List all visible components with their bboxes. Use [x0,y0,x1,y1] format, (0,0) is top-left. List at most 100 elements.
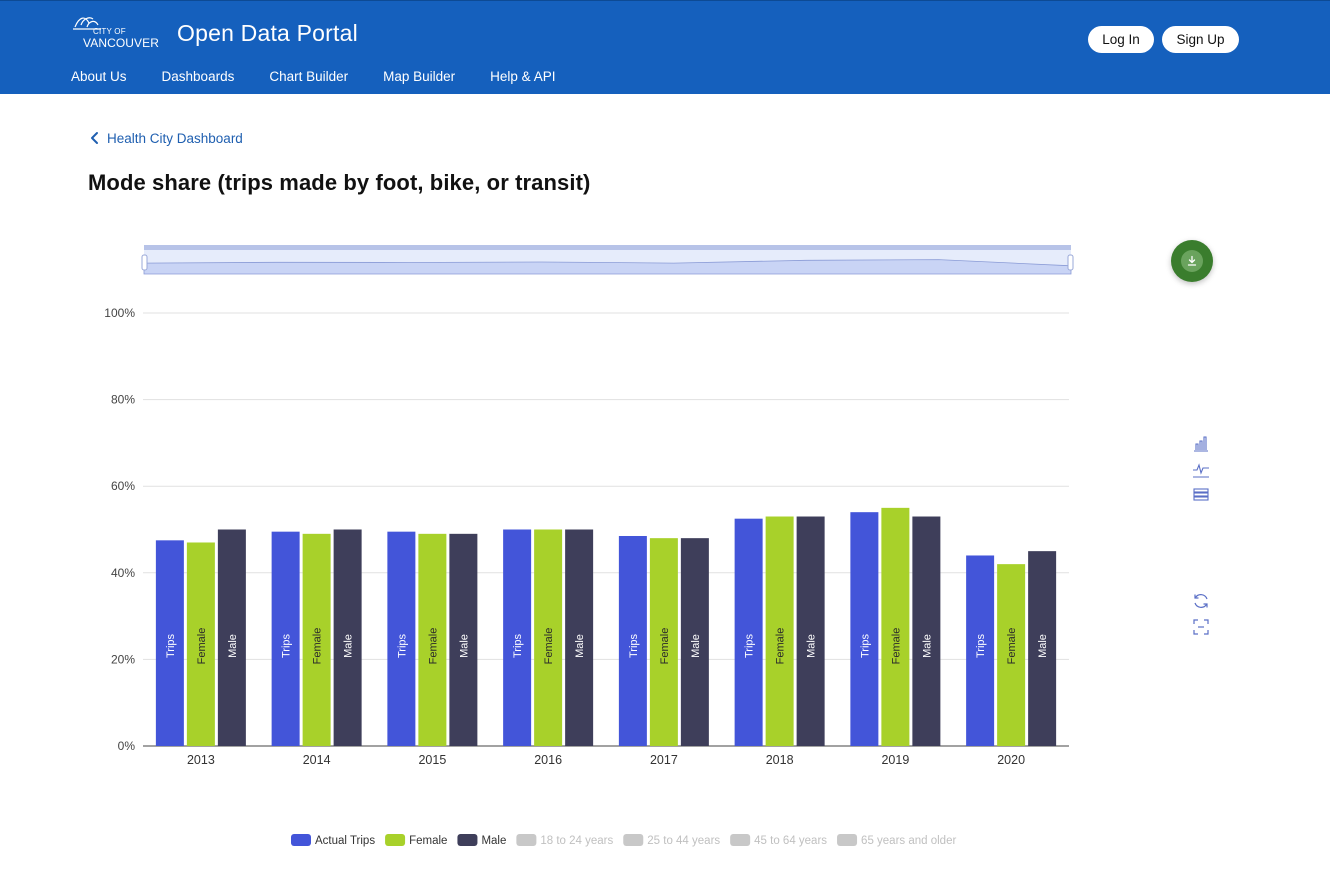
bar-female-2018[interactable] [765,516,794,746]
bar-trips-2018[interactable] [734,518,763,746]
nav-dashboards[interactable]: Dashboards [161,69,235,84]
nav-help-api[interactable]: Help & API [490,69,556,84]
legend-item[interactable]: 18 to 24 years [516,834,614,847]
legend-item[interactable]: 65 years and older [837,834,956,847]
y-tick-label: 40% [111,566,135,580]
x-tick-label: 2016 [534,753,562,767]
line-chart-icon [1193,463,1209,478]
legend-swatch [291,834,311,846]
bar-label: Trips [628,633,640,658]
bar-female-2017[interactable] [649,538,678,746]
x-tick-label: 2020 [997,753,1025,767]
legend-swatch [385,834,406,846]
bar-female-2014[interactable] [302,533,331,746]
legend-swatch [516,834,537,846]
bar-female-2020[interactable] [997,564,1026,746]
legend-item[interactable]: Male [457,834,506,847]
bar-trips-2017[interactable] [618,535,647,746]
legend-label: Actual Trips [315,835,375,847]
y-tick-label: 60% [111,479,135,493]
legend-label: 65 years and older [861,835,956,847]
legend-label: Male [481,835,506,847]
bar-female-2013[interactable] [186,542,215,746]
y-tick-label: 100% [104,306,135,320]
nav-map-builder[interactable]: Map Builder [383,69,456,84]
bar-label: Trips [165,633,177,658]
signup-button[interactable]: Sign Up [1162,26,1239,53]
bar-chart-icon [1194,436,1208,452]
bar-label: Female [1006,628,1018,665]
bar-female-2015[interactable] [418,533,447,746]
logo-small-text: CITY OF [93,27,126,36]
fullscreen-button[interactable] [1190,617,1212,637]
zoom-slider-bar[interactable] [144,245,1071,250]
bar-label: Trips [281,633,293,658]
line-chart-toggle[interactable] [1190,459,1212,479]
bar-trips-2015[interactable] [387,531,416,746]
x-tick-label: 2013 [187,753,215,767]
breadcrumb-label: Health City Dashboard [107,130,243,146]
login-button[interactable]: Log In [1088,26,1154,53]
bar-label: Male [1037,634,1049,658]
zoom-handle-right[interactable] [1067,254,1074,271]
city-logo[interactable]: CITY OF VANCOUVER [71,13,159,50]
logo-leaf-icon [73,17,101,30]
bar-label: Male [806,634,818,658]
bar-male-2016[interactable] [565,529,594,747]
legend-swatch [730,834,751,846]
restore-button[interactable] [1190,591,1212,611]
legend-label: Female [409,835,447,847]
bar-trips-2020[interactable] [966,555,995,746]
bar-trips-2019[interactable] [850,512,879,746]
legend-label: 18 to 24 years [540,835,613,847]
bar-label: Female [196,628,208,665]
y-tick-label: 80% [111,393,135,407]
bar-male-2017[interactable] [680,538,709,746]
bar-label: Male [343,634,355,658]
legend-item[interactable]: Female [385,834,447,847]
bar-male-2014[interactable] [333,529,362,747]
zoom-handle-left[interactable] [141,254,148,271]
chevron-left-icon [91,132,98,144]
bar-female-2019[interactable] [881,507,910,746]
chart-legend: Actual Trips Female Male 18 to 24 years 25 t… [291,834,956,847]
download-button[interactable] [1171,240,1213,282]
bar-male-2020[interactable] [1028,551,1057,746]
bar-label: Female [659,628,671,665]
main-nav: About Us Dashboards Chart Builder Map Bu… [71,69,590,84]
x-axis: 2013 2014 2015 2016 2017 2018 2019 2020 [187,753,1025,767]
bar-trips-2016[interactable] [503,529,532,747]
download-icon [1187,255,1197,266]
legend-item[interactable]: 45 to 64 years [730,834,827,847]
nav-chart-builder[interactable]: Chart Builder [269,69,349,84]
legend-item[interactable]: Actual Trips [291,834,375,847]
bar-label: Male [574,634,586,658]
refresh-icon [1194,594,1208,608]
stack-toggle[interactable] [1190,484,1212,504]
site-title[interactable]: Open Data Portal [177,20,358,46]
bar-label: Female [427,628,439,665]
top-header: CITY OF VANCOUVER Open Data Portal Log I… [0,0,1330,94]
bar-label: Trips [396,633,408,658]
bar-male-2018[interactable] [796,516,825,746]
breadcrumb[interactable]: Health City Dashboard [88,130,243,146]
x-tick-label: 2015 [418,753,446,767]
legend-item[interactable]: 25 to 44 years [623,834,720,847]
bar-male-2015[interactable] [449,533,478,746]
fullscreen-icon [1193,619,1209,635]
bar-male-2013[interactable] [217,529,246,747]
bar-label: Trips [975,633,987,658]
x-tick-label: 2014 [303,753,331,767]
bar-trips-2014[interactable] [271,531,300,746]
bar-chart-toggle[interactable] [1190,433,1212,453]
bar-female-2016[interactable] [534,529,563,747]
chart-bars: Trips Female Male Trips Female Male Trips Femal… [155,507,1057,747]
y-axis: 0% 20% 40% 60% 80% 100% [104,306,135,753]
bar-label: Trips [744,633,756,658]
nav-about-us[interactable]: About Us [71,69,127,84]
bar-male-2019[interactable] [912,516,941,746]
bar-trips-2013[interactable] [155,540,184,746]
table-icon [1193,488,1209,501]
data-zoom-slider[interactable] [141,245,1074,275]
bar-label: Female [312,628,324,665]
